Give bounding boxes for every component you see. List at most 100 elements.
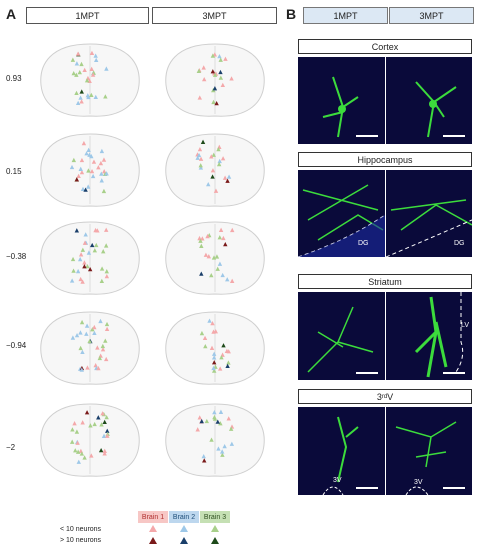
neuron-marker [103,94,108,99]
neuron-marker [78,345,83,351]
neuron-marker [200,139,206,144]
legend-brain-2: Brain 2 [169,511,199,523]
neuron-marker [74,90,79,96]
neuron-marker [98,318,103,324]
brain-section-4-1mpt [40,311,140,385]
neuron-marker [204,418,210,424]
neuron-marker [72,421,77,426]
neuron-marker [85,365,90,370]
neuron-marker [216,446,221,451]
level-label-1: 0.93 [6,74,22,83]
legend-triangle-brain2-light [180,525,188,532]
neuron-marker [80,420,85,425]
neuron-marker [198,238,203,243]
neuron-marker [80,279,85,284]
brain-section-2-3mpt [165,133,265,207]
brain-section-3-1mpt [40,221,140,295]
neuron-marker [90,173,96,179]
neuron-marker [105,428,110,433]
neuron-marker [95,228,100,233]
neuron-marker [101,188,107,194]
neuron-marker [229,441,235,446]
neuron-marker [77,69,82,75]
neuron-marker [196,68,202,73]
neuron-marker [226,349,231,354]
neuron-marker [215,266,220,271]
neuron-marker [206,181,211,187]
neuron-marker [222,175,228,180]
brain-section-5-3mpt [165,403,265,477]
neuron-marker [80,186,86,191]
neuron-marker [100,343,106,349]
neuron-marker [104,171,109,176]
neuron-marker [214,254,220,259]
neuron-marker [217,235,222,240]
neuron-marker [75,51,81,56]
neuron-marker [97,355,102,361]
neuron-marker [218,75,224,80]
panel-a-letter: A [6,6,17,22]
micrograph-cortex-1mpt [298,57,385,144]
region-title-hippocampus: Hippocampus [298,152,472,167]
neuron-marker [74,177,80,182]
neuron-marker [225,363,230,369]
neuron-marker [85,184,91,189]
scale-bar [356,372,378,374]
micrograph-hippocampus-3mpt: DG [386,170,472,257]
neuron-marker [203,252,209,257]
neuron-marker [198,165,204,170]
neuron-marker [80,349,85,355]
neuron-marker [93,57,99,63]
neuron-marker [197,415,202,420]
region-title-striatum: Striatum [298,274,472,289]
neuron-marker [202,76,207,82]
neuron-marker [91,159,97,164]
neuron-marker [218,227,224,232]
neuron-marker [76,459,81,464]
neuron-marker [223,56,228,61]
neuron-marker [218,409,224,414]
neuron-marker [79,89,84,94]
level-label-3: −0.38 [6,252,27,261]
neuron-marker [74,429,80,434]
neuron-marker [216,161,222,167]
neuron-marker [211,365,216,371]
neuron-marker [70,256,76,262]
neuron-marker [209,272,214,278]
neuron-marker [198,156,204,161]
level-label-5: −2 [6,443,16,452]
brain-section-1-1mpt [40,43,140,117]
neuron-marker [211,329,216,334]
neuron-marker [78,276,83,282]
neuron-marker [213,188,219,193]
neuron-marker [93,53,98,58]
neuron-marker [75,268,81,274]
neuron-marker [220,272,225,278]
neuron-marker [99,171,104,176]
neuron-marker [99,266,105,271]
brain-section-2-1mpt [40,133,140,207]
neuron-marker [71,70,76,76]
neuron-marker [90,242,95,248]
neuron-marker [209,154,214,159]
neuron-marker [86,94,91,100]
neuron-marker [85,263,90,269]
legend-triangle-brain3-dark [211,537,219,544]
neuron-marker [71,268,76,273]
neuron-marker [102,419,107,425]
panel-a-header-1mpt: 1MPT [26,7,149,24]
neuron-marker [104,321,110,327]
neuron-marker [69,439,75,444]
neuron-marker [199,243,204,248]
neuron-marker [78,252,84,257]
neuron-marker [219,355,224,360]
neuron-marker [228,426,234,431]
legend-row-more: > 10 neurons [60,537,102,544]
neuron-marker [225,277,230,282]
region-label-dg: DG [358,240,369,247]
neuron-marker [89,453,94,458]
neuron-marker [230,227,235,233]
neuron-marker [84,323,90,328]
micrograph-3v-1mpt: 3V [298,407,385,495]
neuron-marker [82,264,87,269]
